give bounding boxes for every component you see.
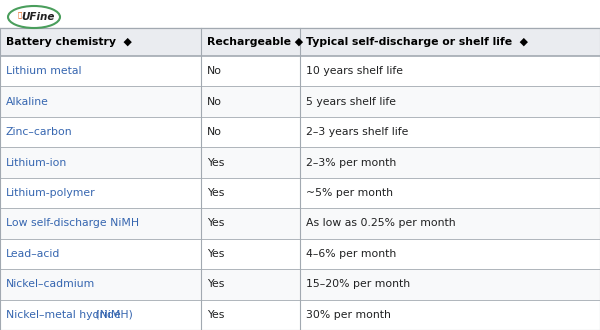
Text: 5 years shelf life: 5 years shelf life (306, 97, 396, 107)
Text: Lithium metal: Lithium metal (6, 66, 82, 76)
Text: Battery chemistry  ◆: Battery chemistry ◆ (6, 37, 132, 47)
Text: As low as 0.25% per month: As low as 0.25% per month (306, 218, 455, 228)
Bar (0, 300, 600, 330)
Text: Yes: Yes (207, 310, 224, 320)
Text: No: No (207, 66, 222, 76)
Text: UFine: UFine (22, 12, 55, 22)
Ellipse shape (8, 6, 60, 28)
Bar (0, 239, 600, 269)
Text: 15–20% per month: 15–20% per month (306, 279, 410, 289)
Text: ~5% per month: ~5% per month (306, 188, 393, 198)
Text: Low self-discharge NiMH: Low self-discharge NiMH (6, 218, 139, 228)
Text: 10 years shelf life: 10 years shelf life (306, 66, 403, 76)
Bar (0, 86, 600, 117)
Text: Nickel–metal hydride: Nickel–metal hydride (6, 310, 121, 320)
Text: Rechargeable ◆: Rechargeable ◆ (207, 37, 303, 47)
Text: Lithium-ion: Lithium-ion (6, 157, 67, 168)
Text: 2–3% per month: 2–3% per month (306, 157, 396, 168)
Bar (0, 208, 600, 239)
Text: :  (18, 12, 22, 18)
Text: (NiMH): (NiMH) (92, 310, 133, 320)
Bar (0, 117, 600, 147)
Text: Lead–acid: Lead–acid (6, 249, 61, 259)
Bar (0, 56, 600, 86)
Text: 30% per month: 30% per month (306, 310, 391, 320)
Text: 2–3 years shelf life: 2–3 years shelf life (306, 127, 409, 137)
Text: 4–6% per month: 4–6% per month (306, 249, 396, 259)
Bar (0, 147, 600, 178)
Text: Nickel–cadmium: Nickel–cadmium (6, 279, 95, 289)
Bar (0, 28, 600, 56)
Text: Yes: Yes (207, 279, 224, 289)
Text: Typical self-discharge or shelf life  ◆: Typical self-discharge or shelf life ◆ (306, 37, 528, 47)
Text: Lithium-polymer: Lithium-polymer (6, 188, 95, 198)
Bar (0, 178, 600, 208)
Text: No: No (207, 97, 222, 107)
Text: Alkaline: Alkaline (6, 97, 49, 107)
Bar (0, 269, 600, 300)
Text: Zinc–carbon: Zinc–carbon (6, 127, 73, 137)
Text: Yes: Yes (207, 218, 224, 228)
Text: Yes: Yes (207, 249, 224, 259)
Text: Yes: Yes (207, 188, 224, 198)
Text: Yes: Yes (207, 157, 224, 168)
Text: No: No (207, 127, 222, 137)
